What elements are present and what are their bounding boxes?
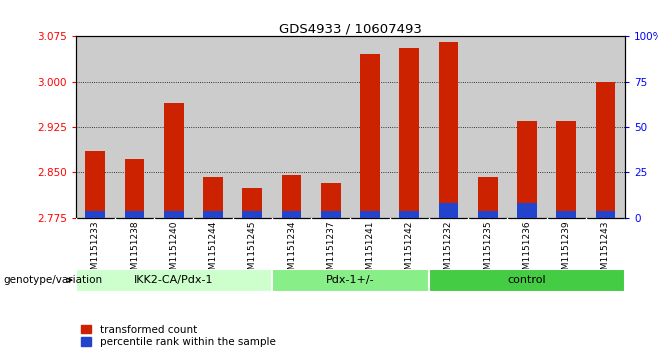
FancyBboxPatch shape: [272, 269, 429, 292]
Text: GSM1151240: GSM1151240: [169, 220, 178, 281]
Text: GSM1151239: GSM1151239: [562, 220, 570, 281]
Bar: [242, 211, 262, 218]
Text: GSM1151238: GSM1151238: [130, 220, 139, 281]
Bar: [76, 36, 115, 218]
Bar: [86, 211, 105, 218]
Bar: [517, 203, 537, 218]
Bar: [595, 82, 615, 218]
Bar: [557, 211, 576, 218]
Bar: [282, 211, 301, 218]
Text: GSM1151244: GSM1151244: [209, 220, 218, 281]
FancyBboxPatch shape: [429, 269, 625, 292]
Text: GSM1151236: GSM1151236: [522, 220, 532, 281]
Bar: [586, 36, 625, 218]
Text: GSM1151237: GSM1151237: [326, 220, 336, 281]
Bar: [115, 36, 154, 218]
Bar: [282, 175, 301, 218]
Bar: [154, 36, 193, 218]
Bar: [154, 36, 193, 218]
Bar: [164, 103, 184, 218]
Bar: [242, 188, 262, 218]
Bar: [390, 36, 429, 218]
Bar: [272, 36, 311, 218]
Text: IKK2-CA/Pdx-1: IKK2-CA/Pdx-1: [134, 276, 214, 285]
FancyBboxPatch shape: [76, 269, 272, 292]
Bar: [321, 211, 341, 218]
Bar: [478, 177, 497, 218]
Text: GSM1151242: GSM1151242: [405, 220, 414, 281]
Bar: [351, 36, 390, 218]
Bar: [125, 159, 144, 218]
Bar: [311, 36, 351, 218]
Bar: [429, 36, 468, 218]
Text: GSM1151235: GSM1151235: [483, 220, 492, 281]
Bar: [360, 54, 380, 218]
Bar: [399, 211, 419, 218]
Bar: [272, 36, 311, 218]
Bar: [233, 36, 272, 218]
Bar: [547, 36, 586, 218]
Bar: [595, 211, 615, 218]
Bar: [125, 211, 144, 218]
Bar: [86, 151, 105, 218]
Bar: [390, 36, 429, 218]
Bar: [76, 36, 115, 218]
Bar: [233, 36, 272, 218]
Bar: [164, 211, 184, 218]
Bar: [547, 36, 586, 218]
Bar: [557, 121, 576, 218]
Bar: [439, 203, 459, 218]
Text: GSM1151241: GSM1151241: [365, 220, 374, 281]
Bar: [203, 177, 223, 218]
Bar: [360, 211, 380, 218]
Bar: [439, 42, 459, 218]
Bar: [311, 36, 351, 218]
Text: Pdx-1+/-: Pdx-1+/-: [326, 276, 374, 285]
Bar: [193, 36, 233, 218]
Bar: [468, 36, 507, 218]
Bar: [507, 36, 547, 218]
Text: GSM1151232: GSM1151232: [444, 220, 453, 281]
Bar: [321, 183, 341, 218]
Bar: [203, 211, 223, 218]
Bar: [507, 36, 547, 218]
Text: GSM1151233: GSM1151233: [91, 220, 100, 281]
Bar: [517, 121, 537, 218]
Text: GSM1151245: GSM1151245: [248, 220, 257, 281]
Text: GSM1151234: GSM1151234: [287, 220, 296, 281]
Title: GDS4933 / 10607493: GDS4933 / 10607493: [279, 22, 422, 35]
Bar: [193, 36, 233, 218]
Bar: [586, 36, 625, 218]
Text: control: control: [508, 276, 546, 285]
Legend: transformed count, percentile rank within the sample: transformed count, percentile rank withi…: [81, 325, 276, 347]
Bar: [429, 36, 468, 218]
Bar: [351, 36, 390, 218]
Text: GSM1151243: GSM1151243: [601, 220, 610, 281]
Bar: [468, 36, 507, 218]
Text: genotype/variation: genotype/variation: [3, 275, 103, 285]
Bar: [115, 36, 154, 218]
Bar: [399, 48, 419, 218]
Bar: [478, 211, 497, 218]
